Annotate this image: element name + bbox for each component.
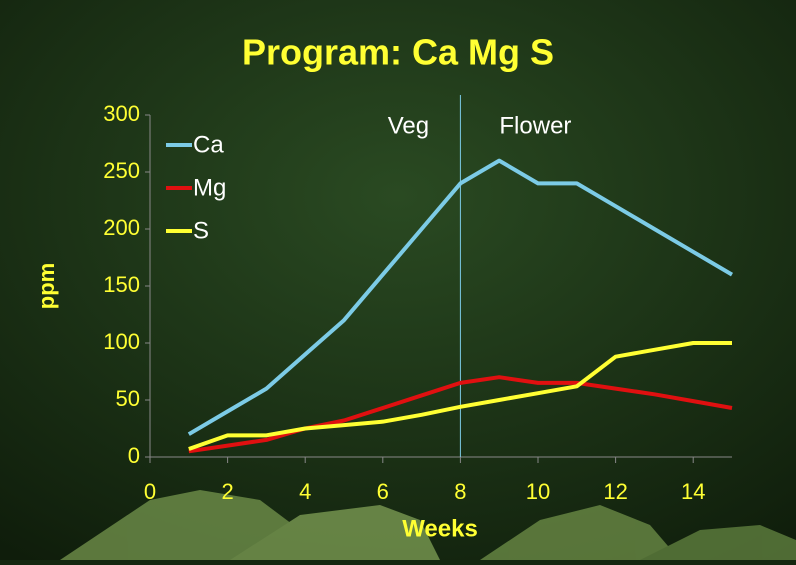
x-axis-label: Weeks: [402, 515, 478, 542]
x-tick-label: 4: [299, 479, 311, 504]
leaves: [60, 490, 796, 560]
annotation: Flower: [499, 112, 571, 139]
legend-label: Ca: [193, 131, 224, 158]
x-tick-label: 0: [144, 479, 156, 504]
x-tick-label: 10: [526, 479, 550, 504]
y-tick-label: 200: [103, 215, 140, 240]
x-tick-label: 14: [681, 479, 705, 504]
y-tick-label: 100: [103, 329, 140, 354]
annotation: Veg: [388, 112, 429, 139]
y-tick-label: 300: [103, 101, 140, 126]
x-tick-label: 2: [221, 479, 233, 504]
y-tick-label: 150: [103, 272, 140, 297]
chart-title: Program: Ca Mg S: [242, 32, 554, 73]
data-line: [187, 158, 734, 436]
x-tick-label: 8: [454, 479, 466, 504]
y-axis-label: ppm: [34, 263, 59, 309]
data-line: [188, 341, 732, 451]
legend-label: Mg: [193, 174, 226, 201]
data-line: [188, 375, 733, 454]
y-tick-label: 250: [103, 158, 140, 183]
legend-label: S: [193, 217, 209, 244]
x-tick-label: 6: [377, 479, 389, 504]
x-tick-label: 12: [603, 479, 627, 504]
y-tick-label: 0: [128, 443, 140, 468]
y-tick-label: 50: [116, 386, 140, 411]
